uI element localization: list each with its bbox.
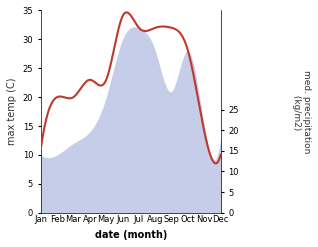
Y-axis label: med. precipitation
 (kg/m2): med. precipitation (kg/m2) (292, 70, 311, 153)
Y-axis label: max temp (C): max temp (C) (7, 78, 17, 145)
X-axis label: date (month): date (month) (94, 230, 167, 240)
